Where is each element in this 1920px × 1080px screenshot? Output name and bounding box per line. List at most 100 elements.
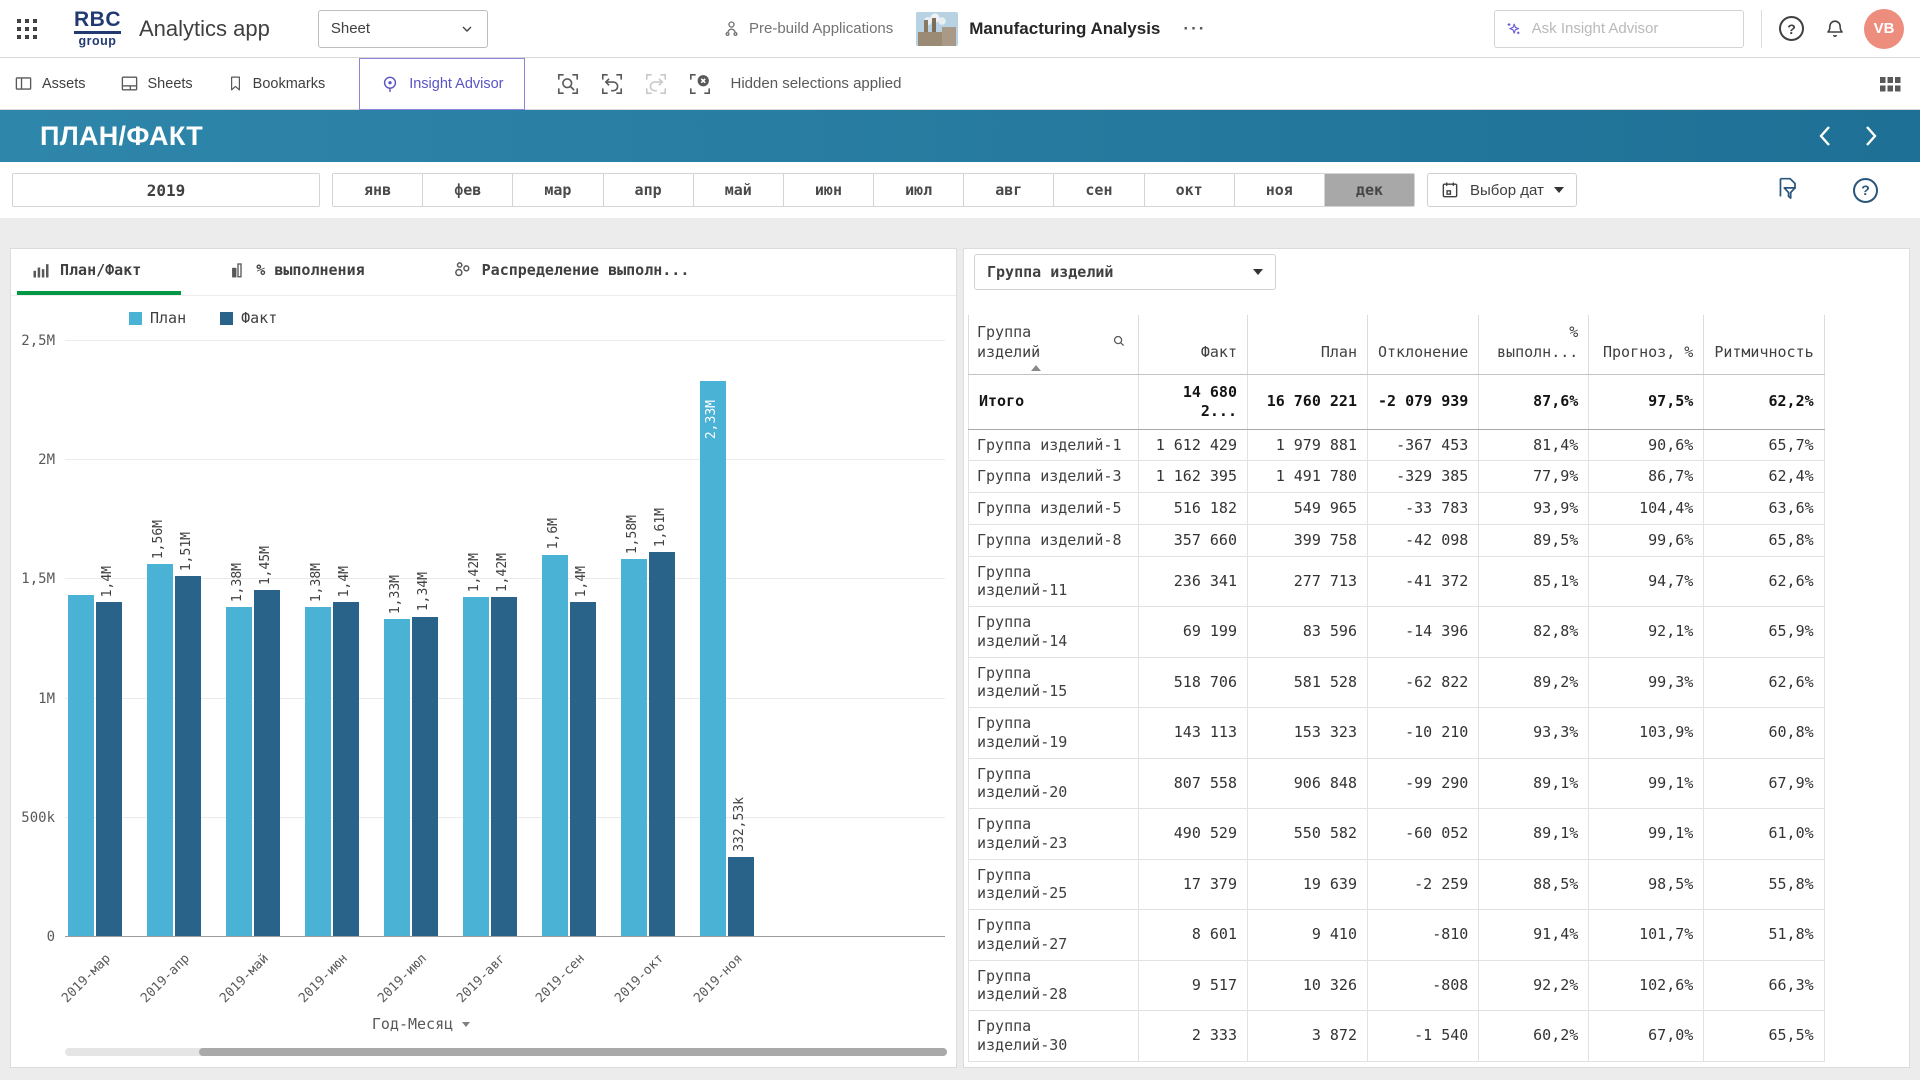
sheet-help-icon[interactable]: ? bbox=[1853, 177, 1878, 203]
month-btn-янв[interactable]: янв bbox=[333, 174, 423, 206]
bar-plan-2019-ноя[interactable] bbox=[700, 380, 726, 936]
chart-scrollbar-thumb[interactable] bbox=[199, 1048, 947, 1056]
column-header-5[interactable]: Прогноз, % bbox=[1588, 315, 1705, 375]
bookmarks-button[interactable]: Bookmarks bbox=[227, 74, 326, 93]
bar-plan-2019-авг[interactable] bbox=[463, 597, 489, 936]
bar-plan-2019-окт[interactable] bbox=[621, 559, 647, 936]
bar-fact-2019-апр[interactable] bbox=[175, 576, 201, 936]
topbar-center: Pre-build Applications Manufacturing Ana… bbox=[722, 0, 1206, 57]
bar-plan-2019-июл[interactable] bbox=[384, 618, 410, 936]
month-btn-сен[interactable]: сен bbox=[1053, 174, 1144, 206]
prebuild-label: Pre-build Applications bbox=[749, 20, 894, 37]
cell-group-name[interactable]: Группа изделий-27 bbox=[968, 909, 1139, 961]
column-header-6[interactable]: Ритмичность bbox=[1703, 315, 1825, 375]
cell-group-name[interactable]: Итого bbox=[968, 374, 1139, 430]
month-btn-ноя[interactable]: ноя bbox=[1233, 174, 1324, 206]
bar-fact-2019-ноя[interactable] bbox=[728, 856, 754, 936]
help-icon[interactable]: ? bbox=[1779, 16, 1804, 41]
cell-fact: 143 113 bbox=[1138, 707, 1248, 759]
bar-fact-2019-мар[interactable] bbox=[96, 602, 122, 936]
month-btn-дек[interactable]: дек bbox=[1323, 174, 1414, 206]
tab-plan-fact[interactable]: План/Факт bbox=[17, 249, 182, 295]
table-row: Группа изделий-23 490 529 550 582 -60 052 89… bbox=[968, 808, 1825, 860]
undo-button[interactable] bbox=[599, 71, 625, 97]
cell-rhythm: 67,9% bbox=[1703, 758, 1825, 809]
month-btn-май[interactable]: май bbox=[692, 174, 783, 206]
cell-group-name[interactable]: Группа изделий-8 bbox=[968, 524, 1139, 557]
cell-group-name[interactable]: Группа изделий-30 bbox=[968, 1010, 1139, 1062]
date-picker-button[interactable]: Выбор дат bbox=[1427, 173, 1577, 207]
date-picker-label: Выбор дат bbox=[1470, 181, 1544, 199]
column-header-1[interactable]: Факт bbox=[1138, 315, 1248, 375]
bar-plan-2019-июн[interactable] bbox=[305, 607, 331, 936]
month-btn-июн[interactable]: июн bbox=[782, 174, 874, 206]
sheet-grid-icon[interactable] bbox=[1878, 73, 1902, 95]
legend-item-Факт[interactable]: Факт bbox=[220, 309, 277, 327]
cell-group-name[interactable]: Группа изделий-25 bbox=[968, 859, 1139, 910]
bookmarks-label: Bookmarks bbox=[252, 75, 326, 92]
bar-plan-2019-апр[interactable] bbox=[147, 564, 173, 936]
bar-plan-2019-сен[interactable] bbox=[542, 554, 568, 936]
bar-fact-2019-окт[interactable] bbox=[649, 552, 675, 936]
prev-sheet-icon[interactable] bbox=[1818, 125, 1832, 147]
month-btn-окт[interactable]: окт bbox=[1143, 174, 1234, 206]
bar-fact-2019-май[interactable] bbox=[254, 590, 280, 936]
bar-plan-2019-мар[interactable] bbox=[68, 595, 94, 936]
sheets-button[interactable]: Sheets bbox=[120, 74, 193, 93]
dimension-select[interactable]: Группа изделий bbox=[974, 254, 1276, 290]
year-filter[interactable]: 2019 bbox=[12, 173, 320, 207]
legend-item-План[interactable]: План bbox=[129, 309, 186, 327]
column-header-4[interactable]: % выполн... bbox=[1478, 315, 1590, 375]
insight-advisor-button[interactable]: Insight Advisor bbox=[359, 57, 525, 110]
search-icon[interactable] bbox=[1111, 333, 1128, 350]
user-avatar[interactable]: VB bbox=[1864, 8, 1904, 49]
bar-fact-2019-июн[interactable] bbox=[333, 602, 359, 936]
bar-plan-2019-май[interactable] bbox=[226, 607, 252, 936]
cell-group-name[interactable]: Группа изделий-14 bbox=[968, 606, 1139, 658]
notifications-bell-icon[interactable] bbox=[1824, 18, 1846, 40]
cell-group-name[interactable]: Группа изделий-28 bbox=[968, 960, 1139, 1011]
cell-group-name[interactable]: Группа изделий-11 bbox=[968, 556, 1139, 607]
search-input[interactable] bbox=[1531, 20, 1733, 37]
month-btn-июл[interactable]: июл bbox=[873, 174, 964, 206]
tab-pct-execution[interactable]: % выполнения bbox=[215, 249, 404, 295]
column-header-3[interactable]: Отклонение bbox=[1366, 315, 1480, 375]
app-thumbnail[interactable] bbox=[916, 11, 959, 46]
sheet-select[interactable]: Sheet bbox=[317, 9, 488, 48]
table-header-row: Группа изделий Факт План Отклонение % выполн… bbox=[968, 315, 1825, 375]
cell-group-name[interactable]: Группа изделий-5 bbox=[968, 492, 1139, 525]
cell-group-name[interactable]: Группа изделий-23 bbox=[968, 808, 1139, 860]
insight-advisor-search[interactable] bbox=[1494, 9, 1744, 48]
bar-fact-2019-сен[interactable] bbox=[570, 602, 596, 936]
clear-selections-button[interactable] bbox=[687, 71, 713, 97]
gridline bbox=[65, 340, 945, 341]
selections-document-icon[interactable] bbox=[1775, 176, 1801, 204]
assets-button[interactable]: Assets bbox=[14, 74, 86, 93]
bar-fact-2019-авг[interactable] bbox=[491, 597, 517, 936]
tab-distribution[interactable]: Распределение выполн... bbox=[439, 249, 730, 295]
month-btn-авг[interactable]: авг bbox=[963, 174, 1054, 206]
bar-fact-2019-июл[interactable] bbox=[412, 616, 438, 936]
x-tick-label: 2019-сен bbox=[533, 951, 589, 1007]
tab-distribution-icon bbox=[454, 262, 470, 277]
cell-group-name[interactable]: Группа изделий-19 bbox=[968, 707, 1139, 759]
current-app-name[interactable]: Manufacturing Analysis bbox=[969, 18, 1161, 38]
smart-search-button[interactable] bbox=[555, 71, 581, 97]
cell-group-name[interactable]: Группа изделий-3 bbox=[968, 460, 1139, 493]
more-options-icon[interactable]: ··· bbox=[1183, 18, 1207, 38]
cell-group-name[interactable]: Группа изделий-20 bbox=[968, 758, 1139, 809]
column-header-2[interactable]: План bbox=[1247, 315, 1368, 375]
column-header-0[interactable]: Группа изделий bbox=[968, 315, 1139, 375]
redo-button[interactable] bbox=[643, 71, 669, 97]
column-header-label: Прогноз, % bbox=[1603, 342, 1694, 361]
prebuild-applications-link[interactable]: Pre-build Applications bbox=[722, 19, 893, 38]
cell-group-name[interactable]: Группа изделий-1 bbox=[968, 429, 1139, 462]
month-btn-апр[interactable]: апр bbox=[602, 174, 693, 206]
month-btn-мар[interactable]: мар bbox=[512, 174, 603, 206]
cell-plan: 19 639 bbox=[1247, 859, 1368, 910]
x-axis-title[interactable]: Год-Месяц bbox=[71, 1015, 771, 1033]
month-btn-фев[interactable]: фев bbox=[422, 174, 513, 206]
next-sheet-icon[interactable] bbox=[1864, 125, 1878, 147]
cell-group-name[interactable]: Группа изделий-15 bbox=[968, 657, 1139, 708]
app-launcher-icon[interactable] bbox=[16, 18, 38, 40]
